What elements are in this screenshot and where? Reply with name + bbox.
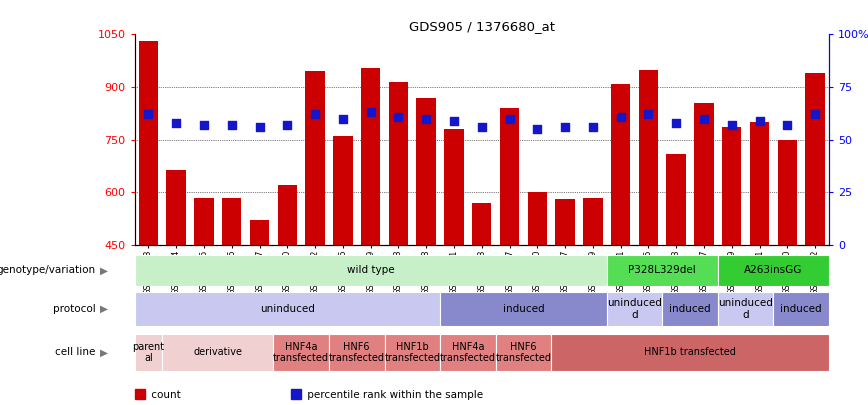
Text: genotype/variation: genotype/variation: [0, 265, 95, 275]
Point: [280, 122, 294, 128]
Point: [641, 111, 655, 118]
Bar: [778, 140, 797, 245]
Bar: [773, 292, 829, 326]
Text: uninduced
d: uninduced d: [607, 298, 662, 320]
Point: [141, 111, 155, 118]
Bar: [389, 82, 408, 245]
Bar: [162, 334, 273, 371]
Bar: [135, 255, 607, 286]
Text: HNF1b
transfected: HNF1b transfected: [385, 341, 440, 363]
Bar: [750, 122, 769, 245]
Bar: [444, 129, 464, 245]
Bar: [806, 73, 825, 245]
Text: percentile rank within the sample: percentile rank within the sample: [304, 390, 483, 400]
Text: count: count: [148, 390, 181, 400]
Point: [780, 122, 794, 128]
Bar: [611, 83, 630, 245]
Bar: [639, 70, 658, 245]
Text: ▶: ▶: [100, 304, 108, 314]
Bar: [718, 292, 773, 326]
Text: cell line: cell line: [55, 347, 95, 357]
Bar: [607, 292, 662, 326]
Point: [753, 117, 766, 124]
Text: ▶: ▶: [100, 347, 108, 357]
Text: induced: induced: [780, 304, 822, 314]
Point: [308, 111, 322, 118]
Point: [725, 122, 739, 128]
Point: [253, 124, 266, 130]
Point: [225, 122, 239, 128]
Text: HNF4a
transfected: HNF4a transfected: [440, 341, 496, 363]
Bar: [607, 255, 718, 286]
Bar: [222, 198, 241, 245]
Point: [197, 122, 211, 128]
Point: [530, 126, 544, 132]
Bar: [139, 41, 158, 245]
Point: [336, 115, 350, 122]
Text: induced: induced: [503, 304, 544, 314]
Bar: [440, 334, 496, 371]
Bar: [440, 292, 607, 326]
Bar: [662, 292, 718, 326]
Bar: [361, 68, 380, 245]
Bar: [250, 220, 269, 245]
Point: [391, 113, 405, 120]
Bar: [135, 334, 162, 371]
Bar: [306, 71, 325, 245]
Point: [475, 124, 489, 130]
Point: [614, 113, 628, 120]
Point: [808, 111, 822, 118]
Point: [558, 124, 572, 130]
Bar: [500, 108, 519, 245]
Bar: [694, 103, 713, 245]
Text: induced: induced: [669, 304, 711, 314]
Bar: [167, 170, 186, 245]
Text: HNF6
transfected: HNF6 transfected: [496, 341, 551, 363]
Bar: [667, 154, 686, 245]
Text: HNF1b transfected: HNF1b transfected: [644, 347, 736, 357]
Point: [586, 124, 600, 130]
Bar: [333, 136, 352, 245]
Bar: [583, 198, 602, 245]
Bar: [385, 334, 440, 371]
Point: [169, 119, 183, 126]
Bar: [722, 128, 741, 245]
Bar: [496, 334, 551, 371]
Bar: [278, 185, 297, 245]
Bar: [472, 203, 491, 245]
Point: [419, 115, 433, 122]
Text: derivative: derivative: [194, 347, 242, 357]
Bar: [556, 199, 575, 245]
Bar: [194, 198, 214, 245]
Point: [447, 117, 461, 124]
Bar: [417, 98, 436, 245]
Text: HNF6
transfected: HNF6 transfected: [329, 341, 385, 363]
Text: parent
al: parent al: [132, 341, 165, 363]
Text: P328L329del: P328L329del: [628, 265, 696, 275]
Bar: [551, 334, 829, 371]
Text: A263insGG: A263insGG: [744, 265, 803, 275]
Title: GDS905 / 1376680_at: GDS905 / 1376680_at: [409, 20, 555, 33]
Point: [364, 109, 378, 115]
Bar: [329, 334, 385, 371]
Bar: [718, 255, 829, 286]
Bar: [273, 334, 329, 371]
Point: [503, 115, 516, 122]
Bar: [135, 292, 440, 326]
Text: HNF4a
transfected: HNF4a transfected: [273, 341, 329, 363]
Bar: [528, 192, 547, 245]
Point: [669, 119, 683, 126]
Text: protocol: protocol: [53, 304, 95, 314]
Point: [697, 115, 711, 122]
Text: uninduced: uninduced: [260, 304, 315, 314]
Text: wild type: wild type: [347, 265, 394, 275]
Text: ▶: ▶: [100, 265, 108, 275]
Text: uninduced
d: uninduced d: [718, 298, 773, 320]
